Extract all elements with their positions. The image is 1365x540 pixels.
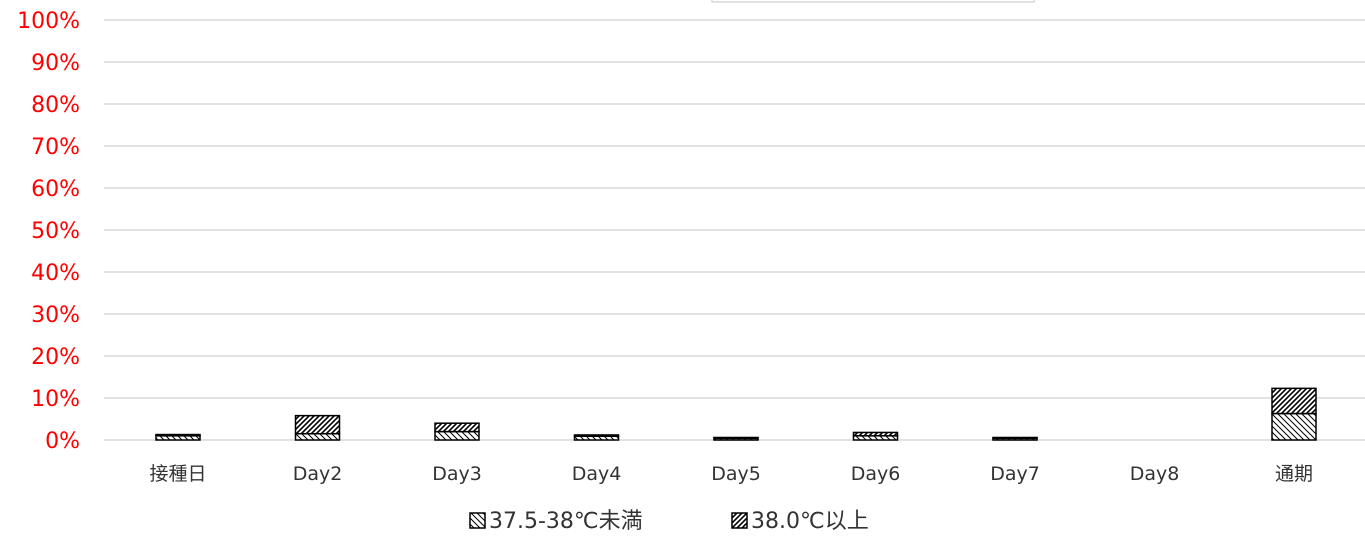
x-tick-label: Day4	[572, 463, 622, 485]
x-tick-label: Day2	[293, 463, 343, 485]
chart-title-box-edge	[711, 0, 1035, 3]
gridlines	[104, 19, 1365, 441]
x-tick-label: Day3	[432, 463, 482, 485]
x-tick-label: Day8	[1130, 463, 1180, 485]
y-tick-label: 30%	[31, 303, 80, 328]
x-tick-label: 通期	[1275, 463, 1313, 485]
y-tick-label: 40%	[31, 261, 80, 286]
bar-segment-above-38	[155, 433, 201, 437]
bar-segment-below-38	[1271, 412, 1317, 441]
x-tick-label: Day6	[851, 463, 901, 485]
bar-segment-above-38	[573, 434, 620, 437]
y-tick-label: 60%	[31, 177, 80, 202]
legend-item: 38.0℃以上	[731, 509, 869, 534]
x-tick-label: Day5	[711, 463, 761, 485]
bar-segment-below-38	[434, 430, 480, 441]
legend-swatch	[469, 512, 486, 529]
x-axis-tick-labels: 接種日 Day2 Day3 Day4 Day5 Day6 Day7 Day8 通期	[149, 463, 1313, 485]
bar-segment-above-38	[1271, 387, 1317, 415]
y-tick-label: 100%	[17, 9, 80, 34]
bar-segment-above-38	[434, 422, 480, 433]
bars	[155, 387, 1317, 441]
legend: 37.5-38℃未満 38.0℃以上	[469, 509, 869, 534]
bar-segment-above-38	[852, 431, 899, 437]
bar-segment-above-38	[713, 436, 759, 440]
legend-item: 37.5-38℃未満	[469, 509, 643, 534]
y-tick-label: 80%	[31, 93, 80, 118]
y-axis-tick-labels: 0% 10% 20% 30% 40% 50% 60% 70% 80% 90% 100%	[17, 9, 80, 454]
bar-segment-below-38	[294, 432, 341, 441]
bar-segment-above-38	[992, 436, 1038, 440]
y-tick-label: 70%	[31, 135, 80, 160]
y-tick-label: 50%	[31, 219, 80, 244]
bar-segment-above-38	[294, 414, 341, 435]
legend-label: 38.0℃以上	[751, 509, 869, 534]
legend-swatch	[731, 512, 748, 529]
x-tick-label: 接種日	[149, 463, 206, 485]
y-tick-label: 90%	[31, 51, 80, 76]
y-tick-label: 0%	[45, 429, 80, 454]
x-tick-label: Day7	[990, 463, 1040, 485]
y-tick-label: 10%	[31, 387, 80, 412]
legend-label: 37.5-38℃未満	[489, 509, 643, 534]
y-tick-label: 20%	[31, 345, 80, 370]
